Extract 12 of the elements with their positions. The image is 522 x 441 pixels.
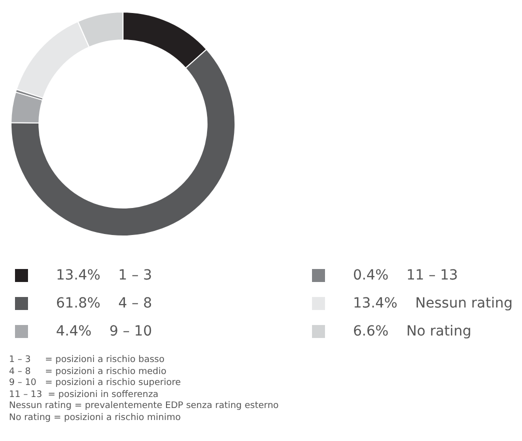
legend-label: 61.8% 4 – 8	[56, 296, 152, 312]
text: 4 – 8 = posizioni a rischio medio	[9, 366, 168, 378]
text: No rating = posizioni a rischio minimo	[9, 412, 182, 425]
legend-label: 6.6% No rating	[353, 324, 472, 340]
text: 9 – 10 = posizioni a rischio superiore	[9, 378, 182, 390]
text: Nessun rating = prevalentemente EDP senza rating esterno	[9, 401, 279, 413]
legend-label: 4.4% 9 – 10	[56, 324, 152, 340]
legend-label: 13.4% 1 – 3	[56, 268, 152, 284]
text: 11 – 13 = posizioni in sofferenza	[9, 390, 160, 401]
legend-label: 13.4% Nessun rating	[353, 296, 513, 312]
text: 1 – 3 = posizioni a rischio basso	[9, 355, 166, 367]
legend-label: 0.4% 11 – 13	[353, 268, 458, 284]
